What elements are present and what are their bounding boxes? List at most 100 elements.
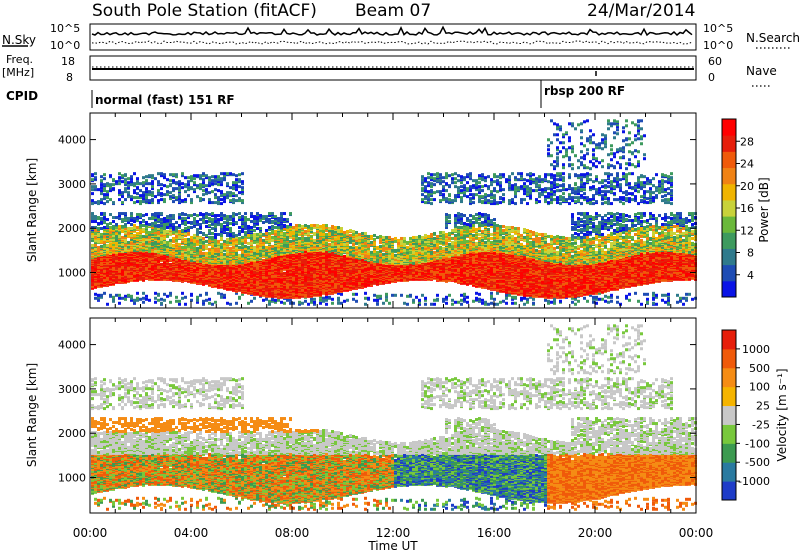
power-cell xyxy=(145,295,148,298)
power-cell xyxy=(196,174,199,177)
power-panel: 1000200030004000 Slant Range [km] 481216… xyxy=(25,113,771,308)
power-cell xyxy=(178,236,181,239)
power-cell xyxy=(217,183,220,186)
power-cell xyxy=(94,201,97,204)
power-cell xyxy=(202,172,205,175)
power-cell xyxy=(136,186,139,189)
power-cell xyxy=(226,302,229,305)
power-cell xyxy=(232,186,235,189)
power-cell xyxy=(208,302,211,305)
power-cell xyxy=(109,243,112,246)
power-cell xyxy=(97,200,100,203)
power-cell xyxy=(319,240,322,243)
power-cell xyxy=(172,223,175,226)
power-cell xyxy=(100,227,103,230)
power-cell xyxy=(148,231,151,234)
power-cell xyxy=(130,227,133,230)
power-cell xyxy=(340,293,343,296)
power-cell xyxy=(187,232,190,235)
power-cell xyxy=(232,223,235,226)
power-cell xyxy=(265,271,268,274)
power-cell xyxy=(208,176,211,179)
power-heatmap xyxy=(91,119,697,305)
power-cell xyxy=(265,215,268,218)
power-cell xyxy=(133,240,136,243)
power-cell xyxy=(139,189,142,192)
power-cell xyxy=(325,303,328,306)
power-cell xyxy=(163,193,166,196)
power-cell xyxy=(277,299,280,302)
power-cell xyxy=(172,194,175,197)
power-cell xyxy=(313,239,316,242)
power-cell xyxy=(127,184,130,187)
power-cell xyxy=(226,172,229,175)
power-cell xyxy=(196,214,199,217)
power-cell xyxy=(133,196,136,199)
date-title: 24/Mar/2014 xyxy=(587,1,695,21)
power-cell xyxy=(151,230,154,233)
power-cell xyxy=(256,227,259,230)
power-cell xyxy=(118,297,121,300)
power-cell xyxy=(223,225,226,228)
power-cell xyxy=(157,212,160,215)
power-cell xyxy=(196,228,199,231)
power-cell xyxy=(187,248,190,251)
power-cell xyxy=(172,244,175,247)
power-cell xyxy=(175,239,178,242)
power-cell xyxy=(202,221,205,224)
power-cell xyxy=(211,236,214,239)
power-cell xyxy=(157,193,160,196)
power-cell xyxy=(304,237,307,240)
power-cell xyxy=(91,244,94,247)
power-cell xyxy=(175,187,178,190)
power-cell xyxy=(301,237,304,240)
power-cell xyxy=(100,217,103,220)
power-cell xyxy=(226,238,229,241)
power-cell xyxy=(124,279,127,282)
power-cell xyxy=(118,302,121,305)
power-cell xyxy=(229,247,232,250)
power-cell xyxy=(196,184,199,187)
cpid-panel: CPID normal (fast) 151 RF rbsp 200 RF xyxy=(6,80,625,108)
power-cell xyxy=(115,294,118,297)
power-cell xyxy=(100,175,103,178)
power-cell xyxy=(199,218,202,221)
power-cell xyxy=(124,223,127,226)
power-cell xyxy=(232,192,235,195)
power-cell xyxy=(340,253,343,256)
power-cell xyxy=(217,221,220,224)
power-cell xyxy=(208,184,211,187)
power-cell xyxy=(304,300,307,303)
power-cell xyxy=(211,252,214,255)
power-cell xyxy=(109,174,112,177)
power-cell xyxy=(217,274,220,277)
cpid-segment-1: normal (fast) 151 RF xyxy=(95,93,235,107)
power-cell xyxy=(232,235,235,238)
power-cell xyxy=(214,201,217,204)
power-cell xyxy=(142,235,145,238)
power-cell xyxy=(151,174,154,177)
power-cell xyxy=(112,258,115,261)
power-cell xyxy=(274,237,277,240)
power-cell xyxy=(97,246,100,249)
power-cell xyxy=(166,226,169,229)
power-cell xyxy=(163,299,166,302)
freq-tick-top: 18 xyxy=(61,55,75,68)
power-cell xyxy=(268,235,271,238)
power-cell xyxy=(199,231,202,234)
power-cell xyxy=(217,189,220,192)
power-cell xyxy=(148,199,151,202)
power-cell xyxy=(235,302,238,305)
power-cell xyxy=(94,188,97,191)
cpid-segment-2: rbsp 200 RF xyxy=(544,84,625,98)
power-cell xyxy=(331,302,334,305)
power-cell xyxy=(217,240,220,243)
power-cell xyxy=(193,177,196,180)
power-cell xyxy=(247,302,250,305)
power-cell xyxy=(94,236,97,239)
power-cell xyxy=(178,230,181,233)
power-cell xyxy=(184,213,187,216)
power-cell xyxy=(208,298,211,301)
power-cell xyxy=(256,281,259,284)
power-cell xyxy=(214,242,217,245)
